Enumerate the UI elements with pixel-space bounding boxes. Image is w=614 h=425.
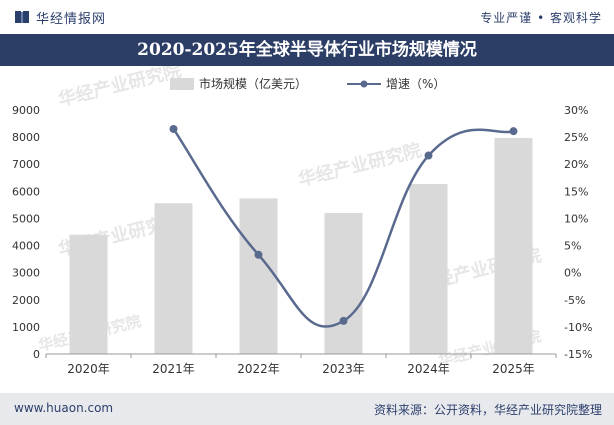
y-left-tick-2: 2000 (12, 294, 40, 307)
y-right-tick-4: 5% (564, 240, 581, 253)
title-bar: 2020-2025年全球半导体行业市场规模情况 (0, 34, 614, 66)
x-tick-3: 2023年 (322, 362, 365, 376)
bar-5 (494, 137, 533, 354)
growth-point-2 (254, 250, 263, 259)
book-icon (15, 11, 29, 23)
bar-0 (69, 234, 108, 354)
watermark-1: 华经产业研究院 (296, 139, 424, 191)
source-note: 资料来源：公开资料，华经产业研究院整理 (373, 403, 602, 417)
bar-3 (324, 213, 363, 354)
growth-point-3 (339, 316, 348, 325)
bar-2 (239, 198, 278, 354)
site-url: www.huaon.com (14, 401, 114, 415)
y-left-tick-6: 6000 (12, 185, 40, 198)
x-tick-4: 2024年 (407, 362, 450, 376)
bar-1 (154, 203, 193, 354)
slogan: 专业严谨 • 客观科学 (480, 11, 602, 25)
brand-name: 华经情报网 (36, 12, 107, 27)
y-right-tick-9: 30% (564, 104, 588, 117)
y-left-tick-9: 9000 (12, 104, 40, 117)
x-tick-0: 2020年 (67, 362, 110, 376)
y-right-tick-2: -5% (564, 294, 585, 307)
y-right-tick-1: -10% (564, 321, 592, 334)
x-tick-1: 2021年 (152, 362, 195, 376)
y-left-tick-5: 5000 (12, 212, 40, 225)
growth-point-1 (169, 124, 178, 133)
y-left-tick-8: 8000 (12, 131, 40, 144)
chart: 华经产业研究院华经产业研究院华经产业研究院华经产业研究院华经产业研究院华经产业研… (12, 66, 592, 376)
y-left-tick-3: 3000 (12, 267, 40, 280)
legend-bar-swatch (170, 78, 194, 90)
y-left-tick-4: 4000 (12, 240, 40, 253)
y-right-tick-7: 20% (564, 158, 588, 171)
y-right-tick-3: 0% (564, 267, 581, 280)
x-tick-5: 2025年 (492, 362, 535, 376)
y-left-tick-7: 7000 (12, 158, 40, 171)
legend-label-growth: 增速（%） (386, 77, 445, 91)
growth-point-5 (509, 127, 518, 136)
header: 华经情报网 专业严谨 • 客观科学 (0, 0, 614, 34)
y-right-tick-0: -15% (564, 348, 592, 361)
legend-label-market-size: 市场规模（亿美元） (199, 76, 307, 91)
bar-4 (409, 184, 448, 354)
watermark-0: 华经产业研究院 (56, 66, 184, 111)
chart-title: 2020-2025年全球半导体行业市场规模情况 (137, 40, 477, 60)
x-tick-2: 2022年 (237, 362, 280, 376)
y-left-tick-1: 1000 (12, 321, 40, 334)
y-right-tick-5: 10% (564, 212, 588, 225)
legend-line-marker (360, 80, 368, 88)
y-left-tick-0: 0 (33, 348, 40, 361)
footer: www.huaon.com 资料来源：公开资料，华经产业研究院整理 (0, 393, 614, 425)
y-right-tick-8: 25% (564, 131, 588, 144)
growth-point-4 (424, 151, 433, 160)
y-right-tick-6: 15% (564, 185, 588, 198)
